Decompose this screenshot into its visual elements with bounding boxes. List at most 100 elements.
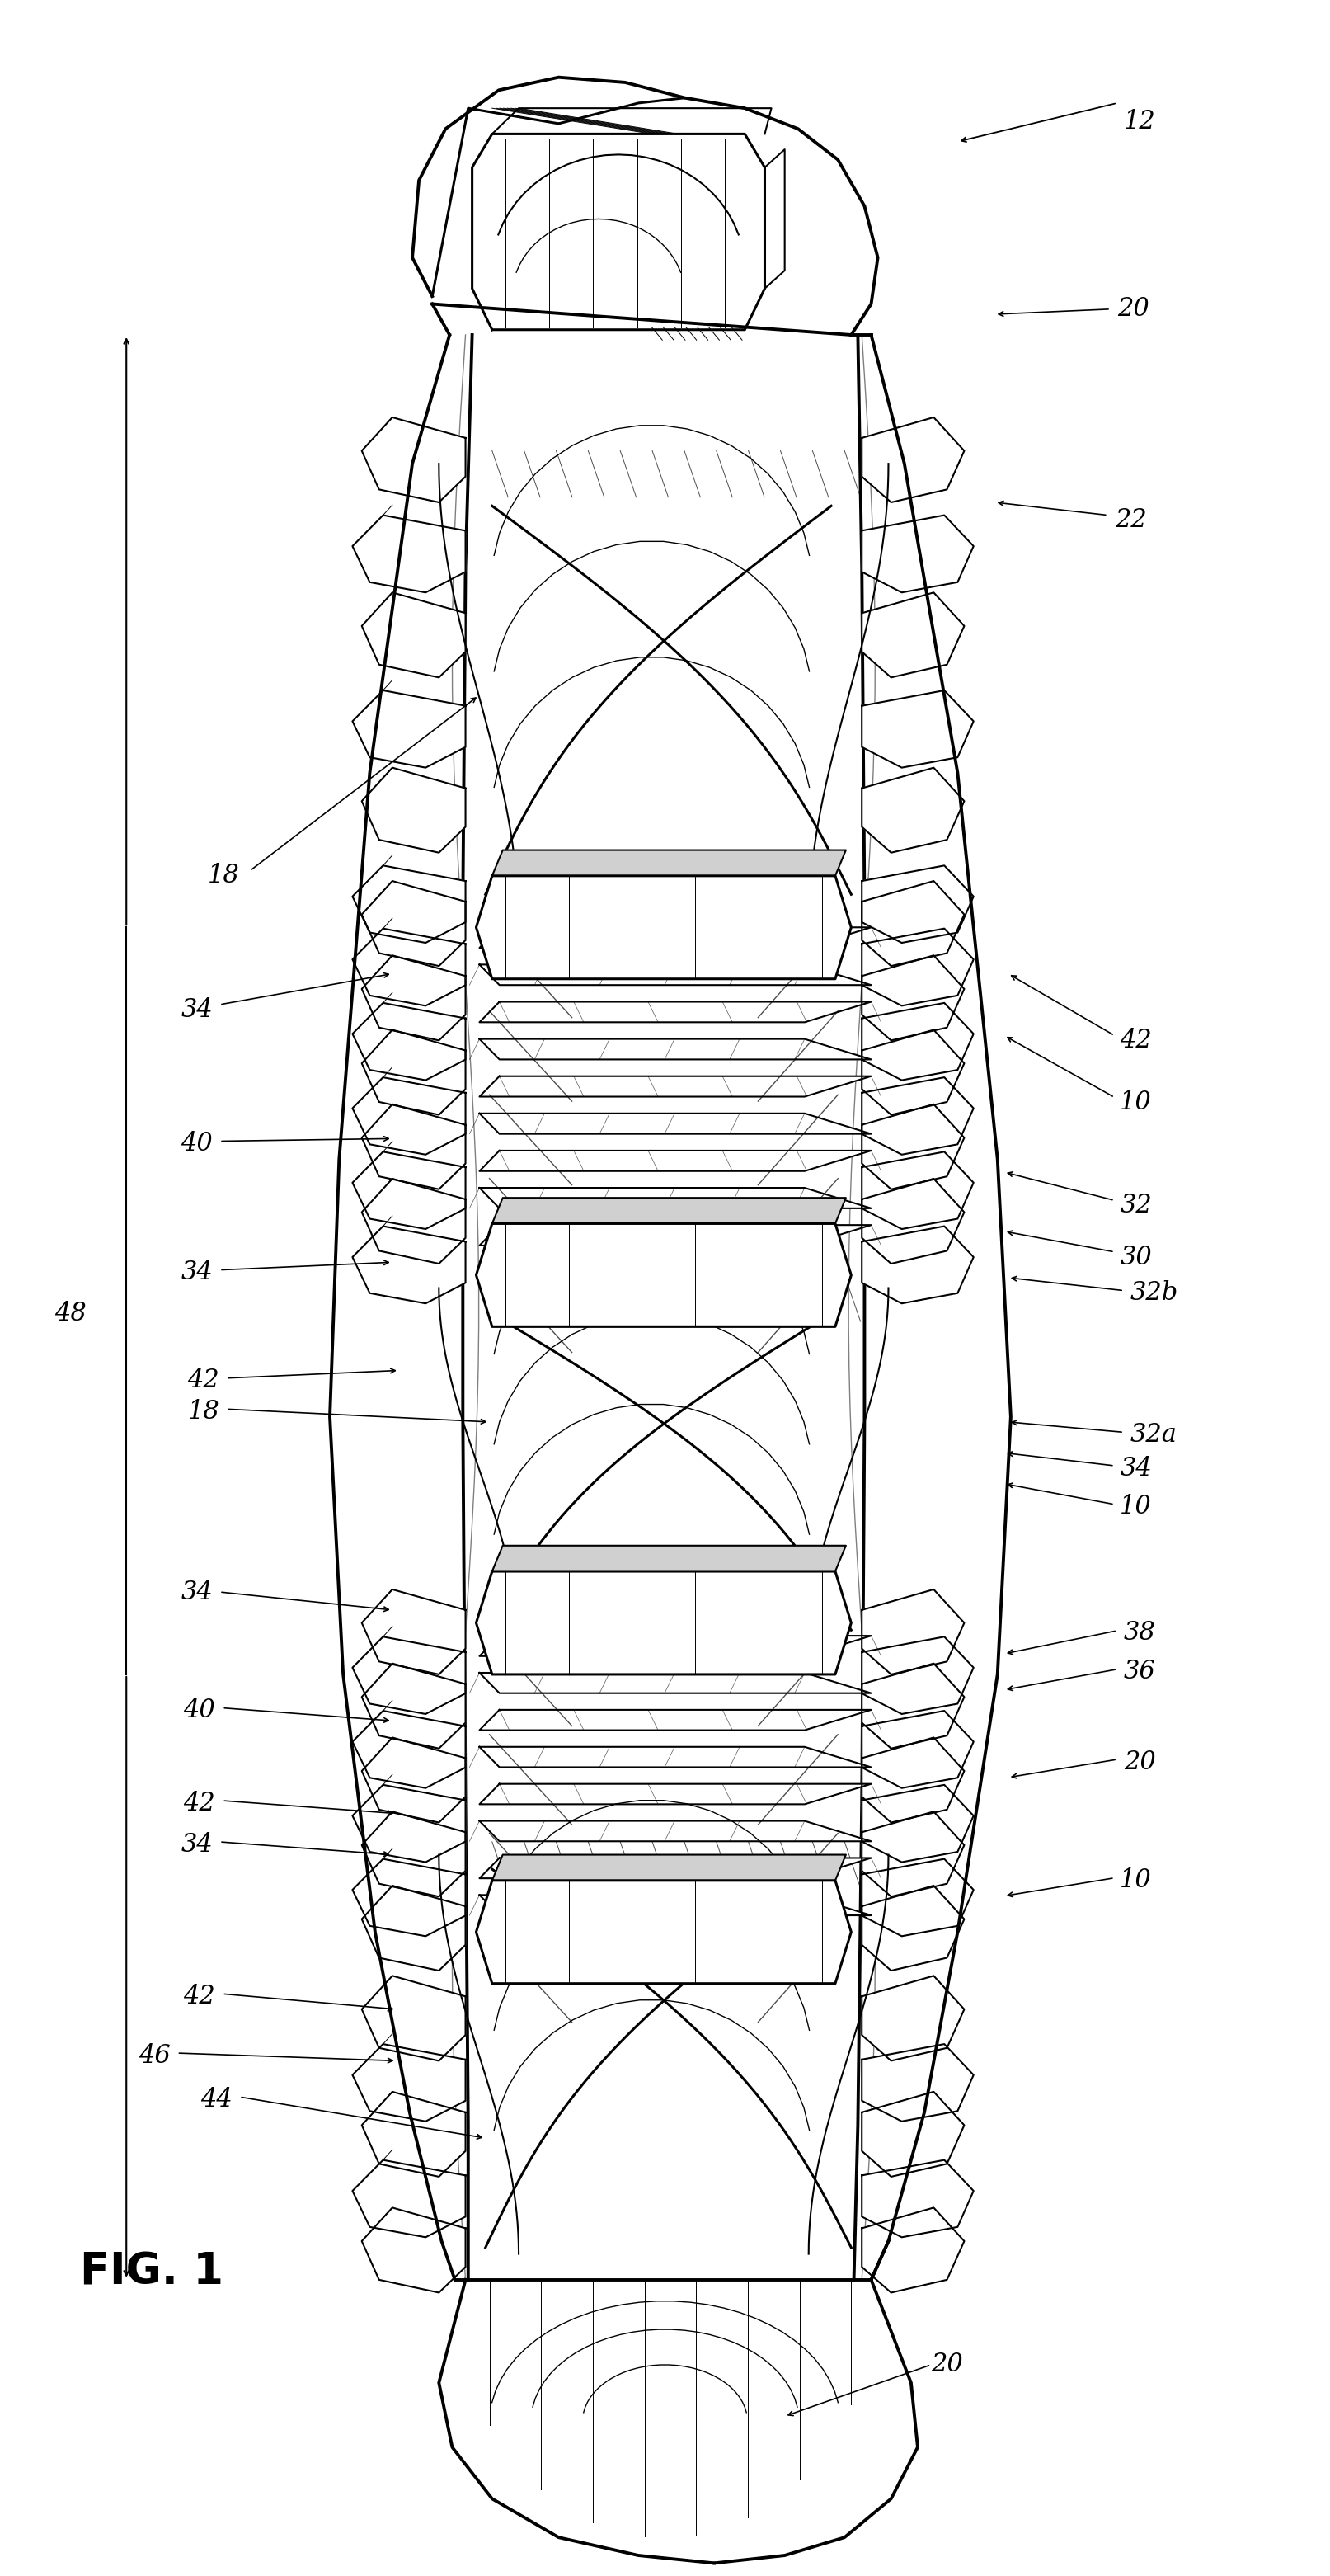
Text: 12: 12 [1124,108,1156,134]
Polygon shape [352,1710,466,1788]
Text: 18: 18 [188,1399,219,1425]
Polygon shape [352,690,466,768]
Polygon shape [862,1077,974,1154]
Polygon shape [352,1226,466,1303]
Text: 10: 10 [1120,1090,1152,1115]
Text: 34: 34 [181,1260,213,1285]
Polygon shape [352,927,466,1005]
Polygon shape [476,1224,851,1327]
Text: 10: 10 [1120,1868,1152,1893]
Polygon shape [362,881,466,966]
Text: 46: 46 [138,2043,170,2069]
Polygon shape [480,1710,871,1731]
Polygon shape [862,1811,964,1896]
Polygon shape [480,1821,871,1842]
Text: 42: 42 [188,1368,219,1394]
Polygon shape [862,1785,974,1862]
Polygon shape [862,1151,974,1229]
Text: 30: 30 [1120,1244,1152,1270]
Polygon shape [862,1180,964,1265]
Polygon shape [862,768,964,853]
Polygon shape [352,1785,466,1862]
Polygon shape [352,2045,466,2123]
Text: 42: 42 [184,1984,215,2009]
Polygon shape [362,768,466,853]
Text: 42: 42 [184,1790,215,1816]
Polygon shape [862,881,964,966]
Polygon shape [480,1636,871,1656]
Text: 32a: 32a [1130,1422,1177,1448]
Text: 22: 22 [1115,507,1146,533]
Polygon shape [362,1180,466,1265]
Polygon shape [352,515,466,592]
Polygon shape [476,876,851,979]
Polygon shape [480,1151,871,1172]
Polygon shape [362,2208,466,2293]
Polygon shape [862,1736,964,1824]
Polygon shape [362,1589,466,1674]
Polygon shape [492,1546,846,1571]
Text: 48: 48 [55,1301,86,1327]
Text: 34: 34 [181,1579,213,1605]
Polygon shape [362,1664,466,1749]
Polygon shape [362,1736,466,1824]
Text: 44: 44 [201,2087,233,2112]
Text: 20: 20 [931,2352,963,2378]
Polygon shape [862,515,974,592]
Polygon shape [362,417,466,502]
Text: 40: 40 [181,1131,213,1157]
Polygon shape [862,927,974,1005]
Polygon shape [862,417,964,502]
Text: 34: 34 [181,1832,213,1857]
Polygon shape [480,1747,871,1767]
Polygon shape [862,690,974,768]
Text: 10: 10 [1120,1494,1152,1520]
Polygon shape [862,1976,964,2061]
Text: 38: 38 [1124,1620,1156,1646]
Polygon shape [480,1226,871,1244]
Polygon shape [362,1886,466,1971]
Polygon shape [862,1664,964,1749]
Polygon shape [480,1896,871,1917]
Polygon shape [862,1860,974,1937]
Polygon shape [480,1783,871,1803]
Polygon shape [352,1636,466,1713]
Polygon shape [362,1811,466,1896]
Text: 42: 42 [1120,1028,1152,1054]
Polygon shape [862,2159,974,2236]
Polygon shape [480,1077,871,1097]
Polygon shape [862,1710,974,1788]
Polygon shape [480,927,871,948]
Polygon shape [480,1113,871,1133]
Polygon shape [862,1105,964,1190]
Text: 32b: 32b [1130,1280,1178,1306]
Polygon shape [352,1002,466,1079]
Polygon shape [362,1030,466,1115]
Polygon shape [480,1672,871,1692]
Polygon shape [492,1855,846,1880]
Polygon shape [862,956,964,1041]
Polygon shape [480,1002,871,1023]
Polygon shape [476,1880,851,1984]
Text: 18: 18 [207,863,239,889]
Polygon shape [492,850,846,876]
Polygon shape [492,1198,846,1224]
Polygon shape [480,1038,871,1059]
Text: FIG. 1: FIG. 1 [80,2251,223,2293]
Polygon shape [480,963,871,984]
Polygon shape [352,1077,466,1154]
Polygon shape [352,1151,466,1229]
Polygon shape [362,956,466,1041]
Text: 36: 36 [1124,1659,1156,1685]
Text: 32: 32 [1120,1193,1152,1218]
Polygon shape [862,2208,964,2293]
Polygon shape [480,1188,871,1208]
Polygon shape [362,1105,466,1190]
Polygon shape [862,1636,974,1713]
Polygon shape [862,2092,964,2177]
Polygon shape [362,2092,466,2177]
Polygon shape [352,2159,466,2236]
Polygon shape [862,592,964,677]
Polygon shape [862,1886,964,1971]
Polygon shape [862,2045,974,2123]
